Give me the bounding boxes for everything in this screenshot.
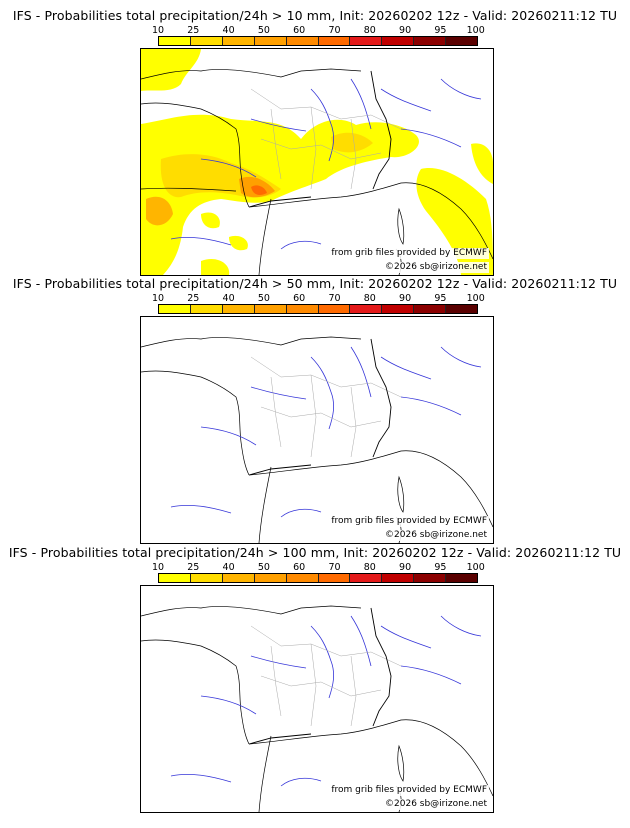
colorbar-tick: 100 (466, 562, 485, 573)
colorbar-tick: 40 (222, 562, 235, 573)
map-area: from grib files provided by ECMWF ©2026 … (140, 585, 494, 813)
national-borders (248, 607, 392, 745)
colorbar-tick: 60 (293, 562, 306, 573)
colorbar-tick: 40 (222, 293, 235, 304)
map-panel-10mm: IFS - Probabilities total precipitation/… (0, 8, 630, 276)
colorbar-segment (350, 37, 383, 45)
coastlines (141, 336, 493, 543)
credit-copyright: ©2026 sb@irizone.net (383, 799, 489, 810)
colorbar-segment (254, 305, 287, 313)
colorbar-segment (318, 305, 351, 313)
colorbar-tick: 70 (328, 293, 341, 304)
colorbar-tick: 10 (151, 25, 165, 36)
panel-title: IFS - Probabilities total precipitation/… (12, 8, 618, 23)
colorbar-tick: 95 (434, 25, 447, 36)
colorbar-tick: 70 (328, 25, 341, 36)
colorbar-segment (254, 37, 287, 45)
colorbar-tick: 25 (187, 293, 200, 304)
colorbar-segment (350, 574, 383, 582)
coastlines (141, 605, 493, 812)
colorbar-tick: 90 (399, 25, 412, 36)
colorbar-tick: 40 (222, 25, 235, 36)
national-borders (248, 338, 392, 476)
admin-borders (250, 625, 402, 727)
colorbar-ticks: 10 25 40 50 60 70 80 90 95 100 (152, 293, 485, 304)
colorbar-segment (190, 574, 223, 582)
credit-copyright: ©2026 sb@irizone.net (383, 262, 489, 273)
colorbar-segment (254, 574, 287, 582)
colorbar-segment (159, 305, 191, 313)
colorbar-segment (286, 305, 319, 313)
colorbar-segment (382, 574, 415, 582)
colorbar-segment (222, 305, 255, 313)
colorbar-segment (446, 574, 478, 582)
panel-title: IFS - Probabilities total precipitation/… (12, 276, 618, 291)
colorbar (158, 36, 478, 46)
colorbar-segment (414, 305, 447, 313)
colorbar-segment (318, 574, 351, 582)
credit-source: from grib files provided by ECMWF (329, 516, 489, 527)
colorbar-segment (190, 37, 223, 45)
colorbar-tick: 90 (399, 562, 412, 573)
rivers (170, 346, 482, 518)
admin-borders (250, 88, 402, 190)
map-panel-100mm: IFS - Probabilities total precipitation/… (0, 545, 630, 813)
credit-source: from grib files provided by ECMWF (329, 785, 489, 796)
colorbar-tick: 10 (151, 562, 165, 573)
colorbar-tick: 90 (399, 293, 412, 304)
colorbar-segment (222, 37, 255, 45)
colorbar-tick: 100 (466, 25, 485, 36)
colorbar-segment (286, 37, 319, 45)
colorbar-tick: 60 (293, 25, 306, 36)
credit-copyright: ©2026 sb@irizone.net (383, 530, 489, 541)
colorbar-tick: 25 (187, 25, 200, 36)
colorbar-tick: 95 (434, 293, 447, 304)
colorbar-tick: 80 (363, 293, 376, 304)
panel-title: IFS - Probabilities total precipitation/… (8, 545, 622, 560)
colorbar-segment (190, 305, 223, 313)
colorbar-tick: 25 (187, 562, 200, 573)
colorbar-segment (159, 574, 191, 582)
colorbar-segment (382, 305, 415, 313)
colorbar-segment (414, 37, 447, 45)
colorbar-tick: 50 (257, 293, 270, 304)
colorbar-segment (414, 574, 447, 582)
colorbar-segment (159, 37, 191, 45)
colorbar-segment (382, 37, 415, 45)
rivers (170, 78, 482, 250)
colorbar-tick: 50 (257, 562, 270, 573)
colorbar-segment (446, 37, 478, 45)
colorbar-segment (446, 305, 478, 313)
colorbar-segment (318, 37, 351, 45)
colorbar-tick: 70 (328, 562, 341, 573)
rivers (170, 615, 482, 787)
colorbar-segment (350, 305, 383, 313)
national-borders (248, 70, 392, 208)
colorbar-ticks: 10 25 40 50 60 70 80 90 95 100 (152, 25, 485, 36)
colorbar-tick: 50 (257, 25, 270, 36)
map-panel-50mm: IFS - Probabilities total precipitation/… (0, 276, 630, 544)
colorbar-ticks: 10 25 40 50 60 70 80 90 95 100 (152, 562, 485, 573)
admin-borders (250, 356, 402, 458)
colorbar-segment (286, 574, 319, 582)
colorbar-tick: 10 (151, 293, 165, 304)
precip-probability-shading (141, 49, 493, 275)
colorbar-tick: 95 (434, 562, 447, 573)
colorbar-tick: 100 (466, 293, 485, 304)
credit-source: from grib files provided by ECMWF (329, 248, 489, 259)
colorbar-tick: 60 (293, 293, 306, 304)
map-area: from grib files provided by ECMWF ©2026 … (140, 48, 494, 276)
map-area: from grib files provided by ECMWF ©2026 … (140, 316, 494, 544)
colorbar-segment (222, 574, 255, 582)
colorbar-tick: 80 (363, 25, 376, 36)
coastlines (141, 68, 493, 275)
colorbar-tick: 80 (363, 562, 376, 573)
colorbar (158, 304, 478, 314)
colorbar (158, 573, 478, 583)
